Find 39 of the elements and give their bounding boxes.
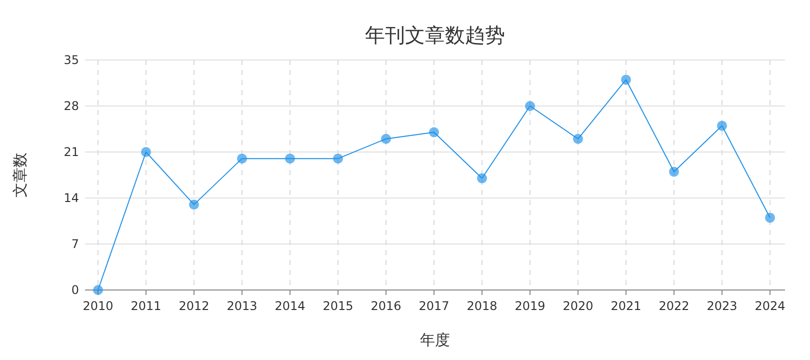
- x-tick-label: 2018: [466, 299, 498, 313]
- point: [669, 166, 679, 177]
- chart-title: 年刊文章数趋势: [365, 23, 505, 47]
- point: [429, 127, 439, 138]
- x-tick-label: 2022: [658, 299, 690, 313]
- x-tick-label: 2011: [130, 299, 162, 313]
- y-tick-label: 14: [64, 191, 79, 205]
- point: [573, 134, 583, 144]
- y-tick-label: 0: [71, 283, 79, 297]
- point: [333, 154, 343, 164]
- x-tick-label: 2013: [226, 299, 258, 313]
- x-tick-label: 2023: [706, 299, 738, 313]
- point: [621, 74, 631, 85]
- point: [765, 212, 775, 223]
- point: [525, 101, 535, 111]
- x-axis-title: 年度: [420, 331, 450, 349]
- x-tick-label: 2014: [274, 299, 306, 313]
- point: [93, 285, 103, 295]
- point: [189, 200, 199, 210]
- point: [237, 154, 247, 164]
- y-tick-label: 35: [64, 53, 79, 67]
- x-tick-label: 2010: [82, 299, 114, 313]
- point: [381, 134, 391, 144]
- point: [285, 154, 295, 164]
- point: [477, 173, 487, 184]
- x-tick-label: 2012: [178, 299, 210, 313]
- point: [141, 147, 151, 157]
- x-tick-label: 2015: [322, 299, 354, 313]
- y-tick-label: 7: [71, 237, 79, 251]
- x-tick-label: 2021: [610, 299, 642, 313]
- x-tick-label: 2024: [754, 299, 786, 313]
- point: [717, 120, 727, 131]
- y-tick-label: 21: [64, 145, 79, 159]
- y-tick-label: 28: [64, 99, 79, 113]
- x-tick-label: 2017: [418, 299, 450, 313]
- y-axis-title: 文章数: [11, 152, 29, 198]
- x-tick-label: 2016: [370, 299, 402, 313]
- x-tick-label: 2020: [562, 299, 594, 313]
- x-tick-label: 2019: [514, 299, 546, 313]
